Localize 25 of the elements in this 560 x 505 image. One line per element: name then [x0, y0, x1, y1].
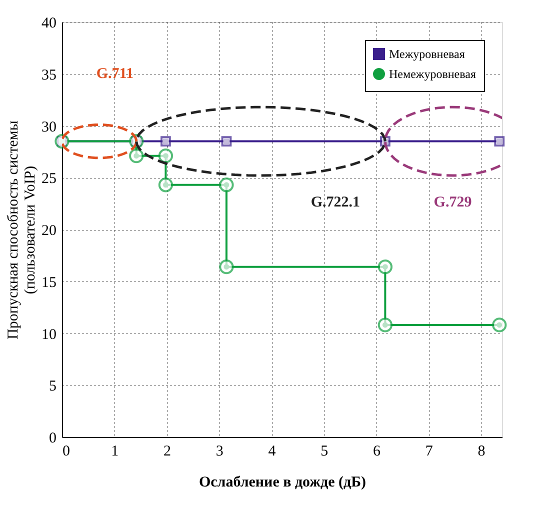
annotation: G.722.1 — [310, 194, 360, 210]
y-tick-label: 0 — [49, 430, 56, 446]
y-tick-label: 10 — [42, 326, 56, 343]
x-tick-label: 2 — [164, 444, 172, 460]
x-tick-label: 8 — [478, 444, 486, 460]
y-tick-label: 5 — [49, 378, 56, 395]
legend-label: Немежуровневая — [389, 67, 476, 81]
y-tick-label: 40 — [42, 16, 56, 32]
y-tick-label: 15 — [42, 274, 56, 291]
x-tick-label: 3 — [216, 444, 224, 460]
x-axis-title: Ослабление в дожде (дБ) — [198, 474, 366, 490]
x-tick-label: 1 — [111, 444, 119, 460]
y-tick-label: 25 — [42, 171, 56, 188]
x-tick-label: 6 — [373, 444, 382, 460]
y-tick-label: 20 — [42, 223, 56, 239]
x-tick-label: 5 — [320, 444, 328, 460]
x-tick-label: 0 — [62, 444, 70, 460]
y-tick-label: 30 — [42, 119, 56, 136]
legend-label: Межуровневая — [389, 47, 466, 61]
y-tick-label: 35 — [42, 67, 56, 84]
annotation: G.729 — [434, 194, 472, 210]
x-tick-label: 4 — [268, 444, 276, 460]
y-axis-title: Пропускная способность системы (пользователи VoIP) — [6, 120, 38, 340]
x-tick-label: 7 — [425, 444, 434, 460]
annotation: G.711 — [96, 66, 134, 82]
